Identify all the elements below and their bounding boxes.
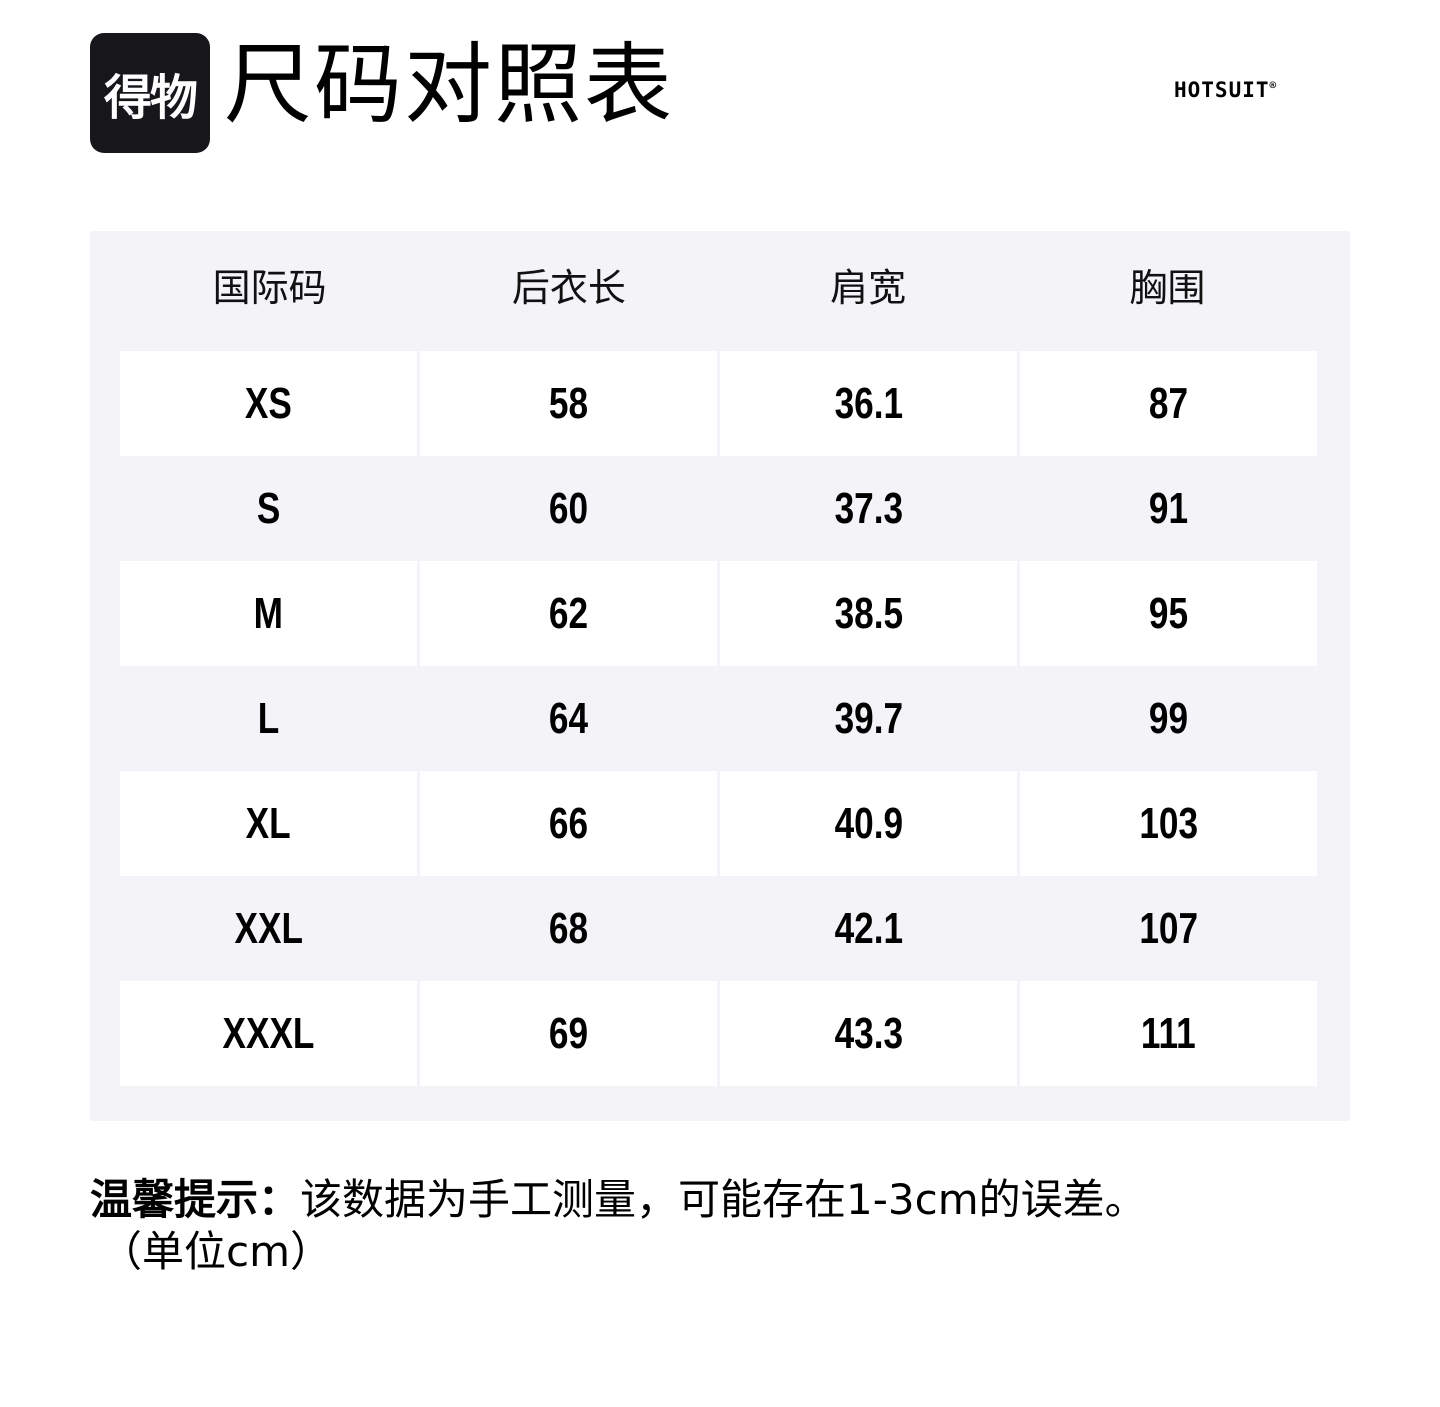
table-row: M 62 38.5 95 [120,561,1317,666]
table-cell: 64 [420,666,717,771]
table-cell: 91 [1020,456,1317,561]
cell-value: 103 [1139,798,1198,848]
table-row: XXXL 69 43.3 111 [120,981,1317,1086]
table-row: XS 58 36.1 87 [120,351,1317,456]
table-cell: 43.3 [720,981,1017,1086]
table-cell: 103 [1020,771,1317,876]
table-cell: XL [120,771,417,876]
cell-value: 38.5 [834,588,903,638]
cell-value: 107 [1139,903,1198,953]
table-cell: 62 [420,561,717,666]
unit-note: （单位cm） [100,1227,333,1276]
cell-value: 87 [1148,378,1189,428]
cell-value: 111 [1141,1008,1196,1058]
cell-value: 69 [548,1008,589,1058]
table-cell: S [120,456,417,561]
table-cell: XXL [120,876,417,981]
cell-value: 68 [548,903,589,953]
cell-value: 43.3 [834,1008,903,1058]
cell-value: 91 [1148,483,1189,533]
cell-value: 95 [1148,588,1189,638]
table-cell: 87 [1020,351,1317,456]
table-cell: M [120,561,417,666]
table-cell: 95 [1020,561,1317,666]
table-cell: 99 [1020,666,1317,771]
cell-value: L [257,693,280,743]
table-row: S 60 37.3 91 [120,456,1317,561]
cell-value: 99 [1148,693,1189,743]
cell-value: M [253,588,284,638]
table-cell: 58 [420,351,717,456]
cell-value: 37.3 [834,483,903,533]
table-cell: 107 [1020,876,1317,981]
table-cell: 36.1 [720,351,1017,456]
cell-value: 62 [548,588,589,638]
cell-value: 64 [548,693,589,743]
cell-value: 40.9 [834,798,903,848]
table-cell: XS [120,351,417,456]
table-cell: 60 [420,456,717,561]
logo-text: 得物 [103,70,198,126]
size-table: 国际码 后衣长 肩宽 胸围 XS 58 36.1 87 S 60 37.3 91 M 62 38.5… [90,231,1350,1121]
table-header: 国际码 后衣长 肩宽 胸围 [120,231,1317,349]
table-cell: 38.5 [720,561,1017,666]
cell-value: 58 [548,378,589,428]
page-title: 尺码对照表 [224,33,675,136]
column-header: 胸围 [1129,266,1206,310]
cell-value: 66 [548,798,589,848]
column-header: 肩宽 [830,266,907,310]
cell-value: 42.1 [834,903,903,953]
table-cell: 39.7 [720,666,1017,771]
table-cell: XXXL [120,981,417,1086]
column-header: 国际码 [212,266,327,310]
cell-value: XXL [234,903,303,953]
column-header: 后衣长 [511,266,626,310]
cell-value: 36.1 [834,378,903,428]
table-row: XL 66 40.9 103 [120,771,1317,876]
table-cell: 40.9 [720,771,1017,876]
cell-value: 60 [548,483,589,533]
cell-value: XL [245,798,291,848]
table-cell: 111 [1020,981,1317,1086]
cell-value: 39.7 [834,693,903,743]
table-row: XXL 68 42.1 107 [120,876,1317,981]
tip-text: 该数据为手工测量，可能存在1-3cm的误差。 [300,1175,1147,1224]
tip-note: 温馨提示：该数据为手工测量，可能存在1-3cm的误差。 [90,1172,1147,1228]
registered-mark: ® [1269,79,1278,92]
cell-value: XXXL [222,1008,315,1058]
brand-logo: HOTSUIT® [1174,78,1277,102]
table-row: L 64 39.7 99 [120,666,1317,771]
table-cell: 68 [420,876,717,981]
dewu-logo: 得物 [90,33,210,153]
table-cell: L [120,666,417,771]
table-cell: 37.3 [720,456,1017,561]
tip-label: 温馨提示： [90,1175,301,1224]
table-cell: 66 [420,771,717,876]
brand-name: HOTSUIT [1174,78,1270,102]
table-cell: 42.1 [720,876,1017,981]
cell-value: S [256,483,281,533]
table-cell: 69 [420,981,717,1086]
cell-value: XS [245,378,292,428]
